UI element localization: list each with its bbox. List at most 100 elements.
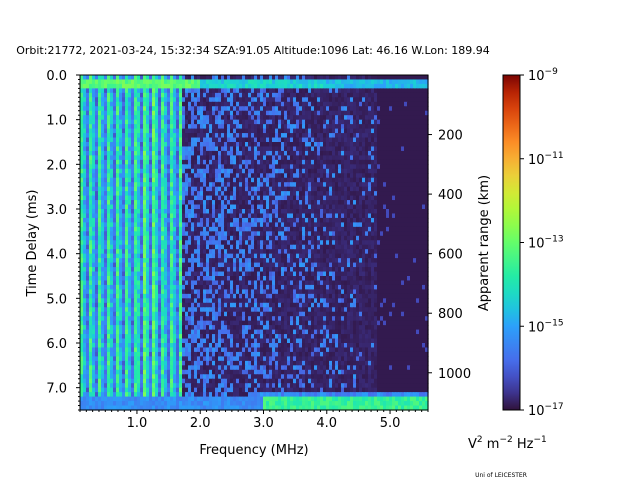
heatmap-cell bbox=[101, 97, 105, 103]
heatmap-cell bbox=[245, 97, 249, 103]
heatmap-cell bbox=[413, 88, 417, 94]
heatmap-cell bbox=[194, 244, 198, 250]
heatmap-cell bbox=[362, 209, 366, 215]
heatmap-cell bbox=[362, 83, 366, 89]
heatmap-cell bbox=[245, 182, 249, 188]
heatmap-cell bbox=[275, 137, 279, 143]
heatmap-cell bbox=[317, 88, 321, 94]
heatmap-cell bbox=[182, 101, 186, 107]
heatmap-cell bbox=[170, 137, 174, 143]
heatmap-cell bbox=[281, 226, 285, 232]
heatmap-cell bbox=[317, 79, 321, 85]
heatmap-cell bbox=[137, 115, 141, 121]
heatmap-cell bbox=[185, 142, 189, 148]
heatmap-cell bbox=[305, 133, 309, 139]
heatmap-cell bbox=[392, 204, 396, 210]
heatmap-cell bbox=[275, 191, 279, 197]
heatmap-cell bbox=[353, 137, 357, 143]
heatmap-cell bbox=[215, 182, 219, 188]
heatmap-cell bbox=[230, 177, 234, 183]
heatmap-cell bbox=[218, 240, 222, 246]
heatmap-cell bbox=[131, 222, 135, 228]
heatmap-cell bbox=[311, 133, 315, 139]
heatmap-cell bbox=[275, 124, 279, 130]
heatmap-cell bbox=[158, 83, 162, 89]
heatmap-cell bbox=[239, 222, 243, 228]
heatmap-cell bbox=[314, 222, 318, 228]
heatmap-cell bbox=[152, 222, 156, 228]
heatmap-cell bbox=[131, 150, 135, 156]
heatmap-cell bbox=[158, 249, 162, 255]
heatmap-cell bbox=[365, 191, 369, 197]
heatmap-cell bbox=[341, 142, 345, 148]
heatmap-cell bbox=[338, 142, 342, 148]
heatmap-cell bbox=[95, 249, 99, 255]
heatmap-cell bbox=[359, 106, 363, 112]
heatmap-cell bbox=[107, 235, 111, 241]
heatmap-cell bbox=[116, 182, 120, 188]
heatmap-cell bbox=[95, 97, 99, 103]
heatmap-cell bbox=[389, 191, 393, 197]
heatmap-cell bbox=[218, 235, 222, 241]
heatmap-cell bbox=[176, 75, 180, 81]
heatmap-cell bbox=[164, 101, 168, 107]
heatmap-cell bbox=[185, 173, 189, 179]
heatmap-cell bbox=[287, 101, 291, 107]
heatmap-cell bbox=[347, 240, 351, 246]
heatmap-cell bbox=[377, 240, 381, 246]
heatmap-cell bbox=[164, 231, 168, 237]
heatmap-cell bbox=[353, 191, 357, 197]
heatmap-cell bbox=[197, 195, 201, 201]
heatmap-cell bbox=[323, 92, 327, 98]
heatmap-cell bbox=[365, 79, 369, 85]
heatmap-cell bbox=[413, 173, 417, 179]
heatmap-cell bbox=[386, 191, 390, 197]
heatmap-cell bbox=[242, 226, 246, 232]
heatmap-cell bbox=[299, 110, 303, 116]
heatmap-cell bbox=[320, 119, 324, 125]
heatmap-cell bbox=[185, 213, 189, 219]
heatmap-cell bbox=[131, 177, 135, 183]
heatmap-cell bbox=[383, 209, 387, 215]
heatmap-cell bbox=[392, 209, 396, 215]
heatmap-cell bbox=[134, 173, 138, 179]
heatmap-cell bbox=[269, 226, 273, 232]
heatmap-cell bbox=[203, 195, 207, 201]
heatmap-cell bbox=[83, 244, 87, 250]
heatmap-cell bbox=[89, 177, 93, 183]
heatmap-cell bbox=[305, 119, 309, 125]
heatmap-cell bbox=[107, 200, 111, 206]
heatmap-cell bbox=[227, 150, 231, 156]
heatmap-cell bbox=[191, 124, 195, 130]
heatmap-cell bbox=[86, 159, 90, 165]
heatmap-cell bbox=[284, 137, 288, 143]
heatmap-cell bbox=[347, 137, 351, 143]
heatmap-cell bbox=[101, 142, 105, 148]
heatmap-cell bbox=[215, 168, 219, 174]
heatmap-cell bbox=[395, 213, 399, 219]
heatmap-cell bbox=[212, 79, 216, 85]
heatmap-cell bbox=[308, 97, 312, 103]
heatmap-cell bbox=[194, 124, 198, 130]
heatmap-cell bbox=[221, 177, 225, 183]
heatmap-cell bbox=[257, 83, 261, 89]
heatmap-cell bbox=[230, 88, 234, 94]
heatmap-cell bbox=[131, 119, 135, 125]
heatmap-cell bbox=[167, 146, 171, 152]
heatmap-cell bbox=[377, 182, 381, 188]
heatmap-cell bbox=[242, 204, 246, 210]
heatmap-cell bbox=[377, 177, 381, 183]
heatmap-cell bbox=[104, 106, 108, 112]
heatmap-cell bbox=[125, 186, 129, 192]
heatmap-cell bbox=[215, 240, 219, 246]
heatmap-cell bbox=[203, 101, 207, 107]
heatmap-cell bbox=[116, 231, 120, 237]
heatmap-cell bbox=[194, 146, 198, 152]
heatmap-cell bbox=[389, 115, 393, 121]
heatmap-cell bbox=[104, 124, 108, 130]
heatmap-cell bbox=[266, 83, 270, 89]
heatmap-cell bbox=[314, 164, 318, 170]
heatmap-cell bbox=[173, 226, 177, 232]
heatmap-cell bbox=[254, 137, 258, 143]
heatmap-cell bbox=[332, 182, 336, 188]
